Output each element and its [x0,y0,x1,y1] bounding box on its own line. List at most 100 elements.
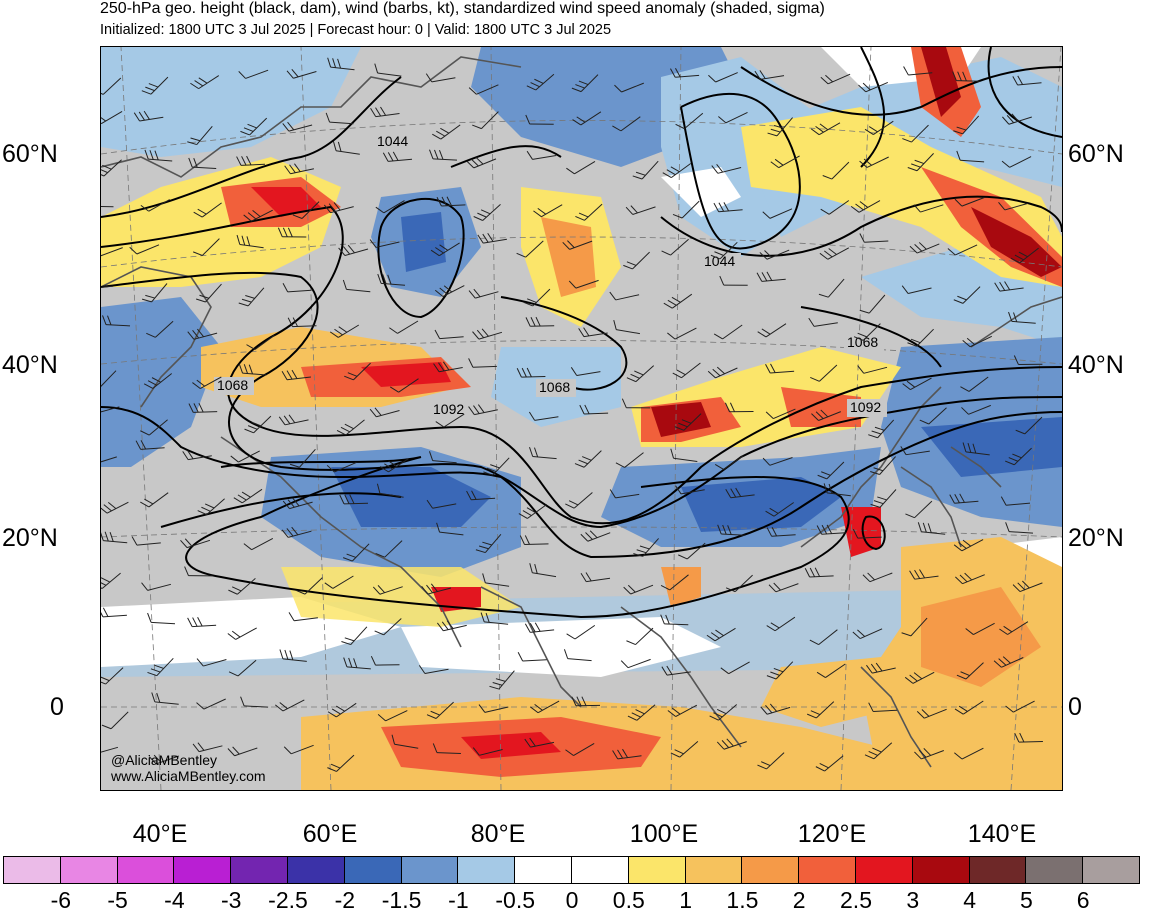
lat-label-60n-left: 60°N [2,140,58,168]
wind-barb [1002,113,1032,125]
wind-barb [806,701,835,719]
wind-barb [529,700,560,714]
wind-barb [188,157,217,169]
wind-barb [613,319,640,335]
wind-barb [574,450,602,468]
colorbar-swatch [684,856,743,884]
wind-barb [524,622,555,633]
wind-barb [720,661,750,675]
colorbar-label: -5 [107,887,128,913]
wind-barb [425,73,456,83]
wind-barb [187,328,218,340]
wind-barb [757,752,785,770]
lat-label-40n-left: 40°N [2,351,58,379]
wind-barb [468,288,499,299]
wind-barb [625,205,656,215]
wind-barb [678,542,706,560]
wind-barb [101,746,119,755]
wind-barb [623,251,650,270]
wind-barb [909,242,940,254]
wind-barb [101,159,122,177]
weather-map[interactable]: 1044 1044 1068 1068 1068 1092 1092 [100,46,1063,791]
wind-barb [960,376,989,392]
wind-barb [914,748,944,760]
wind-barb [192,238,220,256]
wind-barb [101,403,120,414]
wind-barb [468,84,499,95]
colorbar-label: 1.5 [726,887,759,913]
wind-barb [430,242,460,257]
wind-barb [949,493,979,504]
wind-barb [917,522,946,535]
wind-barb [101,456,117,465]
colorbar-swatch [968,856,1027,884]
wind-barb [147,657,174,677]
wind-barb [432,124,461,140]
wind-barb [279,649,307,662]
wind-barb [962,442,990,456]
wind-barb [151,692,179,705]
wind-barb [717,524,746,536]
wind-barb [519,535,549,545]
wind-barb [370,106,400,118]
wind-barb [954,700,984,715]
wind-barb [277,227,307,238]
wind-barb [240,117,268,136]
wind-barb [952,71,981,82]
wind-barb [141,76,169,95]
lon-label-100e: 100°E [629,820,699,848]
wind-barb [477,232,507,244]
map-title: 250-hPa geo. height (black, dam), wind (… [100,0,825,17]
wind-barb [284,163,315,175]
colorbar-label: 4 [963,887,976,913]
colorbar-swatch [627,856,686,884]
wind-barb [718,111,748,124]
wind-barb [426,701,454,719]
wind-barb [820,73,851,85]
wind-barb [196,283,222,303]
lon-label-40e: 40°E [132,820,188,848]
wind-barb [901,617,928,637]
wind-barb [661,665,691,676]
wind-barb [571,696,601,707]
wind-barb [571,74,599,93]
wind-barb [193,202,222,218]
wind-barb [870,456,896,475]
wind-barb [516,367,546,378]
colorbar-swatch [230,856,288,884]
wind-barb [131,536,161,546]
wind-barb [149,754,179,765]
wind-barb [434,329,464,340]
wind-barb [580,572,611,583]
wind-barb [580,530,611,542]
wind-barb [965,622,995,636]
wind-barb [903,66,933,76]
wind-barb [101,531,128,544]
wind-barb [916,708,947,719]
colorbar-label: 6 [1076,887,1090,913]
wind-barb [609,291,640,301]
wind-barb [390,378,419,393]
wind-barb [526,73,555,91]
wind-barb [1013,355,1043,365]
wind-barb [710,241,738,260]
colorbar-swatch [400,856,459,884]
wind-barb [674,413,702,431]
wind-barb [907,328,934,347]
wind-barb [472,111,499,130]
wind-barb [325,112,354,125]
wind-barb [133,110,164,122]
wind-barb [482,573,510,587]
colorbar-label: -0.5 [495,887,536,913]
wind-barb [615,452,644,468]
wind-barb [947,244,978,256]
wind-barb [804,567,834,578]
wind-barb [563,649,592,662]
wind-barb [822,161,850,180]
lat-label-20n-right: 20°N [1068,524,1124,552]
colorbar-swatch [741,856,800,884]
wind-barb [621,398,651,409]
wind-barb [759,249,790,260]
wind-barb [243,537,274,551]
credit-url: www.AliciaMBentley.com [111,768,266,784]
